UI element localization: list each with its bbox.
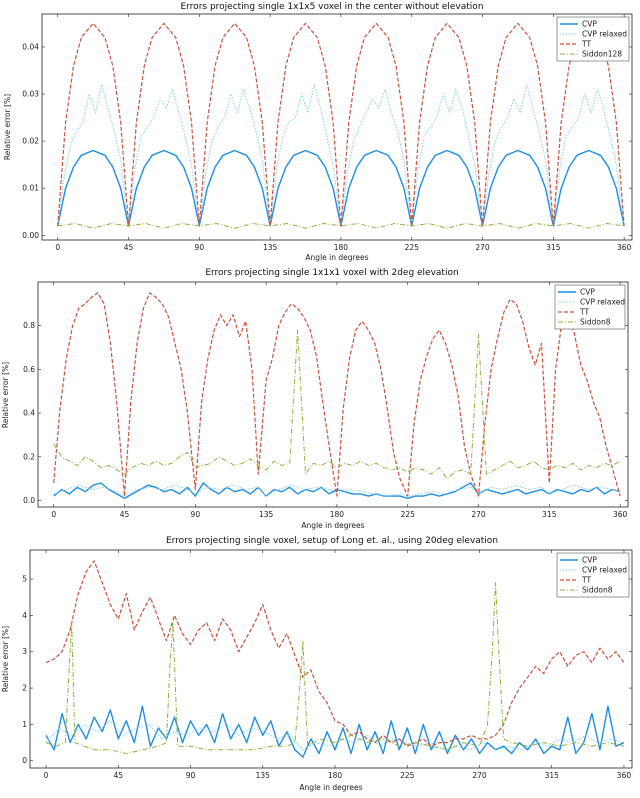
legend-label: CVP relaxed [582, 30, 627, 39]
x-tick-label: 0 [44, 771, 49, 780]
legend-label: TT [579, 308, 589, 317]
x-tick-label: 270 [472, 771, 487, 780]
chart-1-series [57, 22, 625, 229]
legend-label: TT [581, 576, 591, 585]
series-line-tt [53, 292, 621, 497]
x-tick-label: 270 [475, 243, 490, 252]
x-tick-label: 225 [405, 243, 420, 252]
series-line-cvp [45, 705, 625, 758]
legend-label: CVP [580, 288, 595, 297]
x-tick-label: 180 [328, 771, 343, 780]
chart-2-ticks: 0 45 90 135 180 225 270 315 360 0.0 0.2 0.4 0.6 0.8 [23, 282, 628, 519]
x-tick-label: 225 [401, 510, 416, 519]
y-tick-label: 0.01 [22, 184, 39, 193]
x-tick-label: 315 [545, 771, 560, 780]
series-line-tt [57, 22, 625, 227]
chart-3: Errors projecting single voxel, setup of… [1, 536, 633, 792]
series-line-siddon128 [57, 223, 625, 229]
x-tick-label: 360 [617, 243, 632, 252]
series-line-cvp-relaxed [45, 720, 625, 751]
legend-label: CVP [582, 20, 597, 29]
legend-label: TT [581, 40, 591, 49]
x-tick-label: 315 [546, 243, 561, 252]
x-tick-label: 135 [263, 243, 278, 252]
chart-1: Errors projecting single 1x1x5 voxel in … [3, 2, 633, 262]
chart-3-xlabel: Angle in degrees [299, 783, 362, 792]
x-tick-label: 135 [256, 771, 271, 780]
chart-3-title: Errors projecting single voxel, setup of… [166, 536, 498, 546]
y-tick-label: 0.02 [22, 137, 39, 146]
legend-label: Siddon8 [582, 586, 613, 595]
y-tick-label: 0.04 [22, 42, 39, 51]
y-tick-label: 0.6 [23, 365, 35, 374]
x-tick-label: 360 [613, 510, 628, 519]
series-line-cvp [57, 149, 625, 227]
y-tick-label: 0 [22, 756, 27, 765]
legend-label: CVP relaxed [580, 298, 625, 307]
chart-2-plot-area [37, 281, 629, 508]
x-tick-label: 90 [191, 510, 201, 519]
x-tick-label: 45 [120, 510, 130, 519]
y-tick-label: 1 [22, 720, 27, 729]
x-tick-label: 315 [542, 510, 557, 519]
x-tick-label: 180 [330, 510, 345, 519]
chart-2-series [53, 292, 621, 499]
x-tick-label: 45 [124, 243, 134, 252]
y-tick-label: 0.2 [23, 452, 35, 461]
y-tick-label: 4 [22, 611, 27, 620]
chart-3-ylabel: Relative error [%] [1, 626, 10, 692]
y-tick-label: 0.00 [22, 231, 39, 240]
legend-label: Siddon128 [582, 50, 622, 59]
series-line-siddon8 [45, 582, 625, 754]
series-line-cvp-relaxed [57, 84, 625, 227]
series-line-siddon8 [53, 329, 621, 480]
x-tick-label: 180 [334, 243, 349, 252]
x-tick-label: 225 [400, 771, 415, 780]
x-tick-label: 270 [471, 510, 486, 519]
y-tick-label: 3 [22, 647, 27, 656]
series-line-tt [45, 560, 625, 747]
x-tick-label: 0 [51, 510, 56, 519]
y-tick-label: 2 [22, 684, 27, 693]
chart-1-ticks: 0 45 90 135 180 225 270 315 360 0.00 0.01 0.02 0.03 0… [22, 14, 632, 252]
y-tick-label: 0.03 [22, 90, 39, 99]
x-tick-label: 45 [114, 771, 124, 780]
chart-1-title: Errors projecting single 1x1x5 voxel in … [180, 2, 483, 12]
y-tick-label: 0.4 [23, 409, 35, 418]
chart-3-series [45, 560, 625, 758]
chart-2: Errors projecting single 1x1x1 voxel wit… [1, 268, 629, 530]
legend-label: CVP relaxed [582, 566, 627, 575]
y-tick-label: 5 [22, 575, 27, 584]
x-tick-label: 0 [55, 243, 60, 252]
legend-label: CVP [582, 556, 597, 565]
y-tick-label: 0.0 [23, 496, 35, 505]
legend-label: Siddon8 [580, 318, 611, 327]
x-tick-label: 135 [259, 510, 274, 519]
chart-1-xlabel: Angle in degrees [305, 253, 368, 262]
x-tick-label: 90 [195, 243, 205, 252]
chart-2-xlabel: Angle in degrees [301, 521, 364, 530]
x-tick-label: 90 [186, 771, 196, 780]
chart-3-plot-area [29, 549, 633, 769]
chart-1-plot-area [41, 13, 633, 241]
chart-2-title: Errors projecting single 1x1x1 voxel wit… [205, 268, 458, 278]
chart-2-ylabel: Relative error [%] [1, 362, 10, 428]
chart-1-ylabel: Relative error [%] [3, 94, 12, 160]
y-tick-label: 0.8 [23, 321, 35, 330]
x-tick-label: 360 [617, 771, 632, 780]
